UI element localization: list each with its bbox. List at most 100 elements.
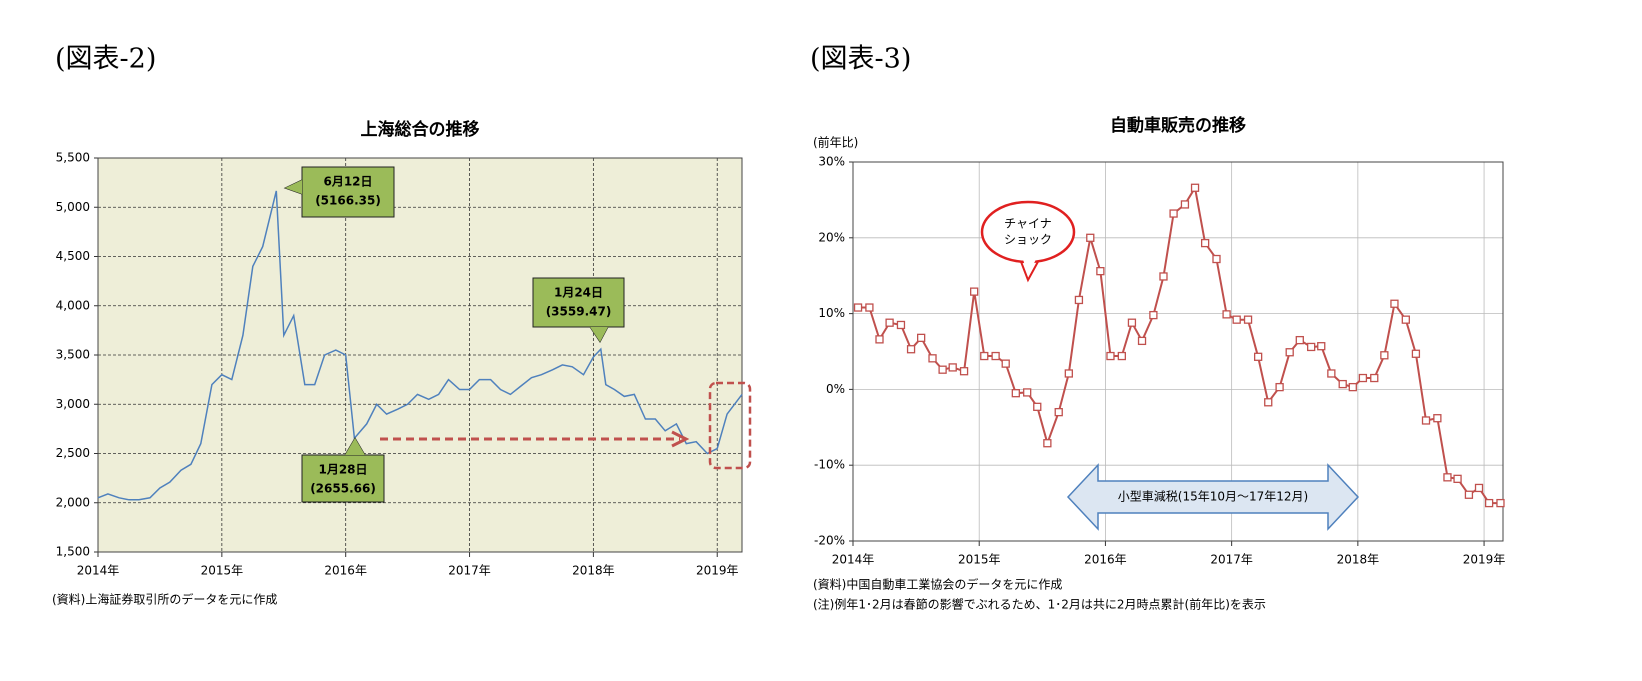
data-point <box>1137 336 1147 346</box>
chart-title: 上海総合の推移 <box>361 119 480 140</box>
data-point <box>1190 183 1200 192</box>
data-point <box>865 303 874 312</box>
data-point <box>991 351 1000 361</box>
plot-border <box>97 157 743 553</box>
y-tick-label: 1,500 <box>56 545 90 559</box>
data-point <box>1253 352 1263 361</box>
callout-box <box>301 166 395 218</box>
data-point <box>948 363 957 372</box>
y-tick-label: 30% <box>818 155 845 169</box>
data-point <box>970 287 979 296</box>
y-tick-label: 3,000 <box>56 397 90 411</box>
y-tick-label: 4,000 <box>56 298 90 312</box>
data-point <box>1317 342 1326 351</box>
source-note: (注)例年1･2月は春節の影響でぶれるため、1･2月は共に2月時点累計(前年比)… <box>813 597 1266 612</box>
callout-box <box>301 454 385 503</box>
y-tick-label: 0% <box>826 382 845 396</box>
x-tick-label: 2014年 <box>77 564 120 578</box>
data-point <box>1443 473 1452 482</box>
highlight-box <box>708 381 752 470</box>
y-tick-label: -10% <box>814 458 845 472</box>
x-tick-label: 2014年 <box>832 553 875 567</box>
data-point <box>1264 398 1273 407</box>
data-point <box>1370 373 1379 383</box>
data-point <box>875 335 884 344</box>
data-line <box>858 185 1501 505</box>
callout-box <box>532 277 625 328</box>
y-tick-label: 10% <box>818 306 845 320</box>
x-tick-label: 2016年 <box>324 564 367 578</box>
x-tick-label: 2015年 <box>958 553 1001 567</box>
data-point <box>896 320 906 330</box>
data-point <box>1275 382 1284 392</box>
data-point <box>1401 315 1410 324</box>
data-point <box>959 367 969 376</box>
highlight-arrow-head <box>671 430 690 448</box>
figure-heading: (図表-2) <box>55 44 156 75</box>
x-tick-label: 2016年 <box>1084 553 1127 567</box>
data-point <box>1149 310 1158 320</box>
data-point <box>1295 335 1304 345</box>
data-point <box>1086 233 1095 242</box>
data-point <box>1033 402 1042 411</box>
data-point <box>1222 310 1231 319</box>
data-point <box>1232 315 1241 324</box>
bubble-text: ショック <box>1004 233 1052 247</box>
data-point <box>1453 474 1462 483</box>
callout-text: (5166.35) <box>315 194 381 208</box>
data-point <box>1212 254 1221 264</box>
data-point <box>1348 382 1357 392</box>
data-point <box>1496 498 1505 508</box>
data-point <box>906 345 916 354</box>
data-point <box>1127 318 1137 327</box>
data-point <box>1380 351 1389 360</box>
callout-pointer-cover <box>285 180 302 194</box>
data-point <box>885 318 894 327</box>
data-point <box>917 333 926 343</box>
y-tick-label: 5,500 <box>56 151 90 165</box>
data-point <box>1043 439 1052 448</box>
source-note: (資料)中国自動車工業協会のデータを元に作成 <box>813 577 1062 592</box>
x-tick-label: 2019年 <box>696 564 739 578</box>
data-point <box>1169 209 1178 218</box>
x-tick-label: 2018年 <box>572 564 615 578</box>
data-point <box>1474 483 1484 493</box>
data-point <box>1327 369 1336 378</box>
plot-border <box>852 161 1504 542</box>
speech-bubble-cover <box>1022 255 1038 276</box>
data-point <box>1243 315 1253 324</box>
data-point <box>1433 414 1442 423</box>
data-point <box>1064 369 1073 378</box>
y-tick-label: 2,000 <box>56 495 90 509</box>
data-point <box>1421 416 1431 425</box>
y-tick-label: 3,500 <box>56 348 90 362</box>
callout-text: (3559.47) <box>546 305 612 319</box>
callout-text: (2655.66) <box>310 482 376 496</box>
data-point <box>1011 389 1020 398</box>
data-point <box>1074 295 1084 305</box>
data-point <box>1023 388 1032 397</box>
data-point <box>1338 379 1347 389</box>
data-point <box>1285 348 1294 357</box>
data-point <box>928 354 937 363</box>
x-tick-label: 2017年 <box>448 564 491 578</box>
data-point <box>853 303 863 312</box>
period-arrow <box>1066 463 1360 531</box>
callout-text: 1月24日 <box>554 286 603 300</box>
source-note: (資料)上海証券取引所のデータを元に作成 <box>52 592 277 607</box>
data-point <box>1180 200 1190 209</box>
bubble-text: チャイナ <box>1004 217 1052 231</box>
x-tick-label: 2015年 <box>201 564 244 578</box>
x-tick-label: 2019年 <box>1463 553 1506 567</box>
callout-pointer-cover <box>345 438 365 455</box>
callout-text: 1月28日 <box>318 463 367 477</box>
x-tick-label: 2017年 <box>1210 553 1253 567</box>
data-point <box>1484 498 1494 508</box>
period-arrow-label: 小型車減税(15年10月～17年12月) <box>1118 489 1308 504</box>
data-point <box>1411 349 1421 358</box>
data-point <box>1001 359 1010 368</box>
data-point <box>1307 342 1316 352</box>
x-tick-label: 2018年 <box>1337 553 1380 567</box>
data-point <box>1117 351 1126 361</box>
